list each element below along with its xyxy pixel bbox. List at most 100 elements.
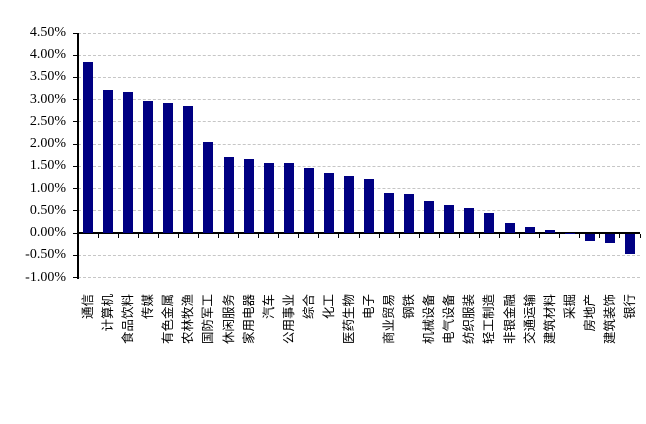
bar-纺织服装 — [464, 207, 475, 234]
bar-食品饮料 — [123, 91, 134, 234]
bar-休闲服务 — [223, 157, 234, 234]
y-axis-tick — [73, 188, 78, 190]
bar-机械设备 — [424, 201, 435, 234]
category-tick — [418, 234, 420, 239]
x-axis-label: 家用电器 — [241, 294, 256, 345]
y-axis-label: 3.50% — [29, 69, 66, 85]
category-tick — [238, 234, 240, 239]
y-axis-tick — [73, 54, 78, 56]
category-tick — [77, 234, 79, 239]
x-axis-label: 公用事业 — [281, 294, 296, 345]
category-tick — [378, 234, 380, 239]
category-tick — [318, 234, 320, 239]
bar-交通运输 — [524, 226, 535, 234]
x-axis-label: 计算机 — [101, 294, 116, 332]
y-axis-tick — [73, 254, 78, 256]
x-axis-label: 休闲服务 — [221, 294, 236, 345]
y-axis-tick — [73, 210, 78, 212]
x-axis-label: 综合 — [301, 294, 316, 320]
category-tick — [499, 234, 500, 239]
y-axis-label: 1.00% — [29, 180, 66, 196]
y-axis-tick — [73, 121, 78, 123]
y-axis-tick — [73, 143, 78, 145]
bar-建筑装饰 — [604, 234, 615, 243]
x-axis-label: 国防军工 — [201, 294, 216, 345]
y-axis-tick — [73, 165, 78, 167]
category-tick — [97, 234, 99, 239]
category-tick — [258, 234, 260, 239]
category-tick — [398, 234, 400, 239]
gridline — [78, 99, 640, 101]
gridline — [78, 210, 640, 212]
y-axis-label: 0.50% — [29, 202, 66, 218]
category-tick — [539, 234, 541, 239]
y-axis-label: 3.00% — [29, 91, 66, 107]
x-axis-label: 采掘 — [562, 294, 577, 320]
bar-化工 — [323, 173, 334, 234]
category-tick — [579, 234, 581, 239]
y-axis-label: 4.50% — [29, 25, 66, 40]
category-tick — [458, 234, 460, 239]
category-tick — [177, 234, 179, 239]
gridline — [78, 76, 640, 78]
gridline — [78, 54, 640, 56]
category-tick — [218, 234, 219, 239]
category-tick — [338, 234, 340, 239]
x-axis-label: 轻工制造 — [482, 294, 497, 345]
x-axis-label: 房地产 — [582, 294, 597, 332]
bar-轻工制造 — [484, 213, 495, 234]
bar-有色金属 — [163, 102, 174, 234]
x-axis-label: 医药生物 — [341, 294, 356, 345]
bar-房地产 — [584, 234, 595, 241]
category-tick — [599, 234, 601, 239]
bar-公用事业 — [283, 163, 294, 234]
bar-医药生物 — [343, 175, 354, 234]
bar-建筑材料 — [544, 229, 555, 234]
gridline — [78, 32, 640, 34]
x-axis-label: 汽车 — [261, 294, 276, 320]
y-axis-label: -1.00% — [25, 269, 66, 285]
bar-家用电器 — [243, 159, 254, 234]
x-axis-label: 有色金属 — [161, 294, 176, 345]
gridline — [78, 277, 640, 278]
y-axis-tick — [73, 32, 78, 34]
bar-电子 — [364, 179, 375, 234]
category-tick — [278, 234, 280, 239]
gridline — [78, 254, 640, 256]
y-axis-label: 4.00% — [29, 47, 66, 63]
bar-传媒 — [143, 101, 154, 234]
bar-综合 — [303, 168, 314, 234]
y-axis-label: 0.00% — [29, 225, 66, 241]
category-tick — [157, 234, 159, 239]
gridline — [78, 143, 640, 145]
category-tick — [519, 234, 521, 239]
category-tick — [478, 234, 480, 239]
category-tick — [137, 234, 139, 239]
x-axis-label: 纺织服装 — [462, 294, 477, 345]
x-axis-label: 机械设备 — [422, 294, 437, 345]
x-axis-label: 银行 — [622, 294, 637, 320]
bar-银行 — [624, 234, 635, 255]
x-axis-label: 电子 — [362, 294, 377, 320]
x-axis-label: 农林牧渔 — [181, 294, 196, 345]
y-axis-label: 2.50% — [29, 113, 66, 129]
category-tick — [358, 234, 360, 239]
category-tick — [639, 234, 641, 239]
x-axis-label: 建筑装饰 — [602, 294, 617, 345]
x-axis-label: 电气设备 — [442, 294, 457, 345]
x-axis-label: 化工 — [321, 294, 336, 320]
category-tick — [197, 234, 199, 239]
x-axis-label: 交通运输 — [522, 294, 537, 345]
bar-商业贸易 — [384, 193, 395, 234]
bar-国防军工 — [203, 141, 214, 234]
x-axis-label: 食品饮料 — [121, 294, 136, 345]
y-axis-label: -0.50% — [25, 247, 66, 263]
bar-电气设备 — [444, 204, 455, 234]
category-tick — [619, 234, 621, 239]
gridline — [78, 165, 640, 167]
x-axis-label: 商业贸易 — [382, 294, 397, 345]
bar-非银金融 — [504, 222, 515, 234]
y-axis-label: 2.00% — [29, 136, 66, 152]
bar-计算机 — [103, 90, 114, 234]
x-axis-line — [78, 232, 640, 235]
